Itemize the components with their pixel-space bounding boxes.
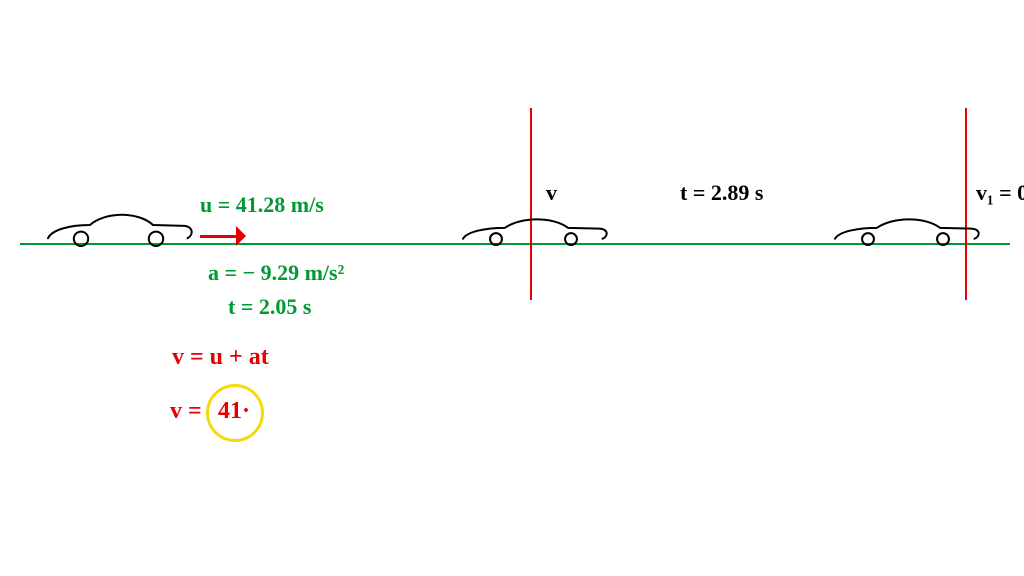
diagram-stage: u = 41.28 m/s a = − 9.29 m/s² t = 2.05 s… [0,0,1024,576]
label-u: u = 41.28 m/s [200,192,324,218]
marker-line-2 [965,108,967,300]
label-equation: v = u + at [172,344,269,371]
label-result-v: v = [170,398,202,425]
marker-line-1 [530,108,532,300]
highlight-circle [206,384,264,442]
car-final [832,213,982,246]
label-t1: t = 2.05 s [228,294,311,320]
label-a: a = − 9.29 m/s² [208,260,344,286]
label-t2: t = 2.89 s [680,180,763,206]
arrow-head-icon [236,226,246,246]
car-initial [45,207,195,247]
label-v: v [546,180,557,206]
arrow-shaft [200,235,236,238]
velocity-arrow [200,226,246,246]
label-v1: v₁ = 0 [976,180,1024,206]
car-middle [460,213,610,246]
